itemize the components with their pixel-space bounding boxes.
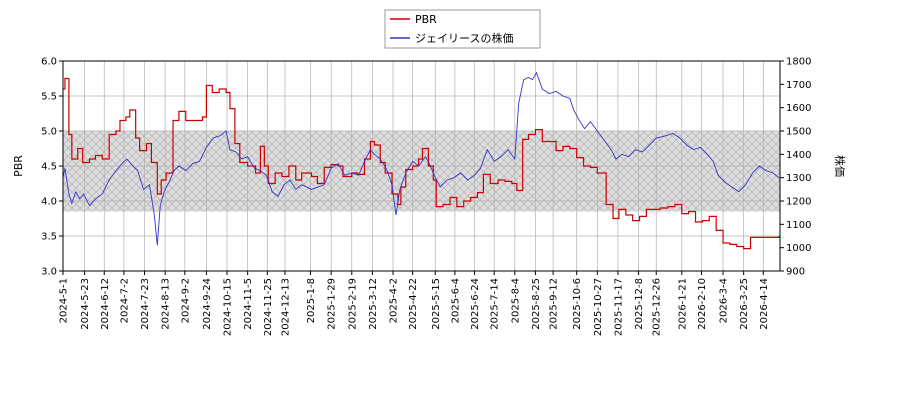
x-tick-label: 2025-10-6 (572, 278, 583, 330)
x-tick-label: 2025-3-12 (368, 278, 379, 330)
series-line-pbr (63, 77, 780, 250)
x-tick-label: 2026-4-14 (759, 278, 770, 330)
x-tick-label: 2025-1-8 (306, 278, 317, 323)
series-line-price (63, 71, 780, 246)
x-tick-label: 2024-5-23 (80, 278, 91, 330)
x-tick-label: 2024-7-23 (140, 278, 151, 330)
y-tick-label-right: 900 (786, 267, 805, 278)
x-tick-label: 2025-1-29 (327, 278, 338, 330)
x-tick-label: 2025-2-19 (347, 278, 358, 330)
y-tick-label-left: 6.0 (41, 57, 57, 68)
x-tick-label: 2025-12-26 (652, 278, 663, 336)
x-tick-label: 2026-3-25 (739, 278, 750, 330)
y-tick-label-right: 1300 (786, 173, 811, 184)
band-region (63, 131, 780, 212)
x-tick-label: 2025-9-12 (549, 278, 560, 330)
y-tick-label-left: 4.5 (41, 162, 57, 173)
y-tick-label-left: 4.0 (41, 197, 57, 208)
x-tick-label: 2024-5-1 (59, 278, 70, 323)
x-tick-label: 2024-9-24 (202, 278, 213, 330)
x-tick-label: 2025-8-4 (510, 278, 521, 323)
left-y-axis: 3.0 3.5 4.0 4.5 5.0 5.5 6.0 (41, 57, 63, 278)
x-tick-label: 2024-7-2 (119, 278, 130, 323)
x-tick-label: 2025-5-15 (431, 278, 442, 330)
grid-lines (62, 60, 780, 272)
x-tick-label: 2026-2-10 (697, 278, 708, 330)
x-tick-label: 2025-7-14 (490, 278, 501, 330)
y-tick-label-left: 3.5 (41, 232, 57, 243)
x-tick-label: 2024-10-15 (223, 278, 234, 336)
plot-lines (63, 71, 780, 250)
x-tick-label: 2024-8-13 (161, 278, 172, 330)
x-tick-label: 2024-11-5 (243, 278, 254, 330)
x-tick-label: 2025-6-24 (470, 278, 481, 330)
y-tick-label-right: 1600 (786, 103, 811, 114)
y-axis-label-left: PBR (12, 155, 25, 177)
x-tick-label: 2025-10-27 (593, 278, 604, 336)
y-tick-label-left: 3.0 (41, 267, 57, 278)
x-tick-label: 2024-12-13 (280, 278, 291, 336)
x-tick-label: 2025-4-22 (408, 278, 419, 330)
y-tick-label-right: 1100 (786, 220, 811, 231)
legend: PBR ジェイリースの株価 (384, 9, 541, 49)
x-tick-label: 2025-12-8 (634, 278, 645, 330)
x-axis: 2024-5-1 2024-5-23 2024-6-12 2024-7-2 2024-7… (59, 271, 770, 336)
y-tick-label-right: 1800 (786, 57, 811, 68)
y-tick-label-right: 1000 (786, 243, 811, 254)
x-tick-label: 2025-4-2 (389, 278, 400, 323)
x-tick-label: 2025-11-17 (613, 278, 624, 336)
x-tick-label: 2026-1-21 (677, 278, 688, 330)
legend-box (384, 9, 541, 49)
x-tick-label: 2024-11-25 (263, 278, 274, 336)
x-tick-label: 2025-8-25 (531, 278, 542, 330)
y-tick-label-left: 5.0 (41, 127, 57, 138)
y-tick-label-left: 5.5 (41, 92, 57, 103)
legend-label-pbr: PBR (415, 13, 437, 26)
y-tick-label-right: 1200 (786, 197, 811, 208)
y-axis-label-right: 株価 (833, 155, 847, 177)
y-tick-label-right: 1500 (786, 127, 811, 138)
y-tick-label-right: 1700 (786, 80, 811, 91)
legend-label-price: ジェイリースの株価 (415, 31, 513, 45)
x-tick-label: 2026-3-4 (719, 278, 730, 323)
x-tick-label: 2024-6-12 (100, 278, 111, 330)
y-tick-label-right: 1400 (786, 150, 811, 161)
right-y-axis: 900 1000 1100 1200 1300 1400 1500 1600 1700 1800 (780, 57, 811, 278)
x-tick-label: 2024-9-2 (180, 278, 191, 323)
x-tick-label: 2025-6-4 (450, 278, 461, 323)
